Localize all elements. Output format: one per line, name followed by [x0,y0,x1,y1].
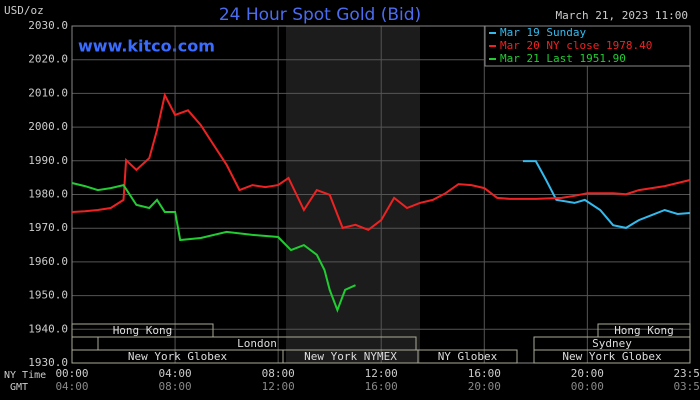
x-row-label: NY Time [4,370,46,381]
session-label: Hong Kong [614,324,674,337]
legend-box [484,25,691,67]
legend-label: Mar 21 Last 1951.90 [500,52,626,65]
x-tick-label: 23:59 [673,367,700,380]
series-line [71,92,691,232]
x-tick-label: 16:00 [468,367,501,380]
x-tick-label: 04:00 [159,367,192,380]
x-tick-label-gmt: 12:00 [262,380,295,393]
x-row-label: GMT [10,382,28,393]
chart-title: 24 Hour Spot Gold (Bid) [219,5,421,25]
x-tick-label-gmt: 20:00 [468,380,501,393]
y-tick-label: 2010.0 [28,86,68,99]
session-box [533,349,691,364]
session-box [417,349,518,364]
session-label: New York Globex [562,350,662,363]
x-tick-label-gmt: 08:00 [159,380,192,393]
series-line [522,160,691,229]
x-tick-label-gmt: 04:00 [55,380,88,393]
y-tick-label: 2000.0 [28,120,68,133]
x-tick-label-gmt: 16:00 [365,380,398,393]
y-tick-label: 2030.0 [28,19,68,32]
session-label: New York NYMEX [304,350,397,363]
legend-label: Mar 19 Sunday [500,26,586,39]
y-tick-label: 2020.0 [28,53,68,66]
y-unit-label: USD/oz [4,4,44,17]
x-tick-label: 00:00 [55,367,88,380]
watermark: www.kitco.com [78,37,215,56]
legend-label: Mar 20 NY close 1978.40 [500,39,652,52]
session-label: Hong Kong [113,324,173,337]
x-tick-label: 20:00 [571,367,604,380]
y-tick-label: 1980.0 [28,188,68,201]
session-label: NY Globex [438,350,498,363]
timestamp: March 21, 2023 11:00 [556,9,688,22]
y-tick-label: 1950.0 [28,289,68,302]
x-tick-label-gmt: 03:59 [673,380,700,393]
x-tick-label-gmt: 00:00 [571,380,604,393]
series-line [71,182,356,313]
x-tick-label: 12:00 [365,367,398,380]
session-label: Sydney [592,337,632,350]
x-tick-label: 08:00 [262,367,295,380]
y-tick-label: 1990.0 [28,154,68,167]
y-tick-label: 1940.0 [28,322,68,335]
y-tick-label: 1960.0 [28,255,68,268]
y-tick-label: 1970.0 [28,221,68,234]
y-tick-label: 1930.0 [28,356,68,369]
session-label: New York Globex [128,350,228,363]
session-label: London [237,337,277,350]
